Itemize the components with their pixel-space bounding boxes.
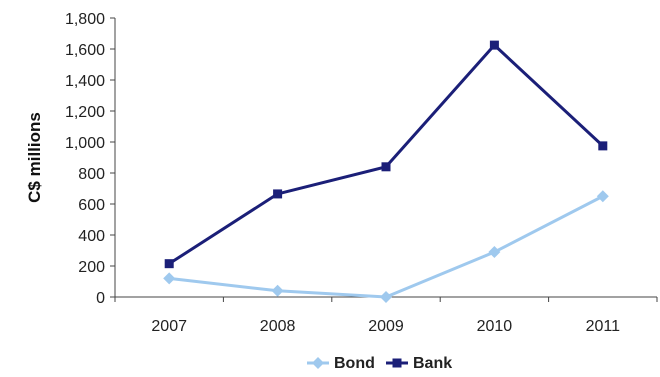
data-point-bank: [489, 40, 499, 50]
y-tick-label: 1,400: [65, 73, 105, 90]
legend-item-bank: Bank: [386, 355, 452, 372]
y-axis-title: C$ millions: [25, 112, 44, 203]
series-bank: [164, 40, 608, 269]
x-tick-label: 2010: [477, 318, 513, 335]
y-tick-label: 0: [96, 290, 105, 307]
x-tick-label: 2008: [260, 318, 296, 335]
y-tick-label: 1,600: [65, 42, 105, 59]
data-point-bond: [271, 284, 284, 297]
legend-label-bond: Bond: [334, 355, 375, 372]
data-point-bond: [380, 291, 392, 303]
axes: [110, 17, 658, 302]
y-tick-labels: 0 200 400 600 800 1,000 1,200 1,400 1,600 1,800: [65, 11, 105, 307]
y-tick-label: 400: [78, 228, 105, 245]
x-tick-label: 2011: [586, 318, 621, 335]
legend-marker-bank: [392, 358, 402, 368]
y-tick-label: 200: [78, 259, 105, 276]
series-bond: [163, 190, 609, 303]
x-tick-label: 2009: [368, 318, 404, 335]
data-point-bank: [273, 189, 283, 199]
y-tick-label: 1,000: [65, 135, 105, 152]
data-point-bond: [596, 190, 609, 203]
y-tick-label: 1,200: [65, 104, 105, 121]
legend-marker-bond: [312, 357, 324, 369]
data-point-bond: [163, 272, 176, 285]
data-point-bond: [488, 246, 501, 259]
data-point-bank: [381, 162, 391, 172]
data-point-bank: [164, 259, 174, 269]
series-line-bond: [169, 194, 604, 299]
legend-item-bond: Bond: [307, 355, 375, 372]
x-tick-label: 2007: [151, 318, 187, 335]
y-tick-label: 1,800: [65, 11, 105, 28]
y-tick-label: 600: [78, 197, 105, 214]
series-group: [163, 40, 609, 303]
legend-label-bank: Bank: [413, 355, 452, 372]
data-point-bank: [598, 141, 608, 151]
y-tick-label: 800: [78, 166, 105, 183]
x-tick-labels: 2007 2008 2009 2010 2011: [151, 318, 620, 335]
legend: Bond Bank: [307, 355, 452, 372]
